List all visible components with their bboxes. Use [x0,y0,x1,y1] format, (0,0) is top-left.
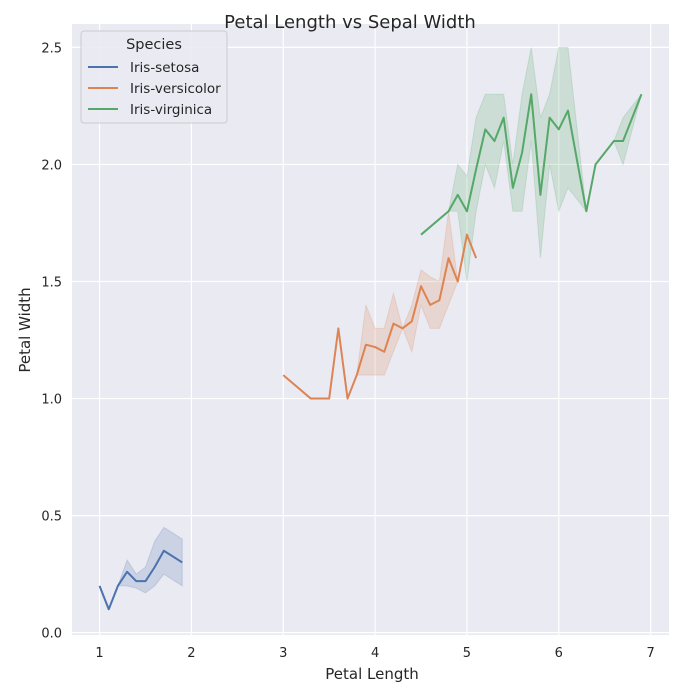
x-tick-label: 6 [555,646,563,661]
y-tick-labels: 0.0 0.5 1.0 1.5 2.0 2.5 [41,41,62,641]
y-tick-label: 0.0 [41,627,62,642]
x-tick-label: 4 [371,646,379,661]
y-axis-title: Petal Width [16,287,34,372]
x-tick-label: 1 [95,646,103,661]
legend: Species Iris-setosa Iris-versicolor Iris-v… [80,30,228,124]
legend-title: Species [126,37,182,53]
legend-items: Iris-setosa Iris-versicolor Iris-virginica [88,60,221,118]
x-tick-label: 3 [279,646,287,661]
legend-entry: Iris-versicolor [88,81,221,97]
y-tick-label: 2.5 [41,41,62,56]
x-tick-label: 5 [463,646,471,661]
grid-layer [72,24,669,635]
series-lines [98,93,643,611]
x-tick-label: 2 [187,646,195,661]
x-axis-title: Petal Length [325,665,419,683]
chart-title: Petal Length vs Sepal Width [224,12,476,33]
legend-label: Iris-virginica [130,102,212,118]
legend-box [80,30,228,124]
legend-entry: Iris-setosa [88,60,199,76]
iris-versicolor-line [282,233,478,400]
y-tick-label: 1.0 [41,393,62,408]
x-tick-labels: 1 2 3 4 5 6 7 [95,646,654,661]
iris-virginica-line [420,93,643,236]
plot-area [72,24,669,635]
y-tick-label: 0.5 [41,510,62,525]
legend-entry: Iris-virginica [88,102,212,118]
y-tick-label: 2.0 [41,158,62,173]
x-tick-label: 7 [646,646,654,661]
y-tick-label: 1.5 [41,276,62,291]
iris-setosa-line [98,549,183,611]
legend-label: Iris-setosa [130,60,199,76]
legend-label: Iris-versicolor [130,81,221,97]
